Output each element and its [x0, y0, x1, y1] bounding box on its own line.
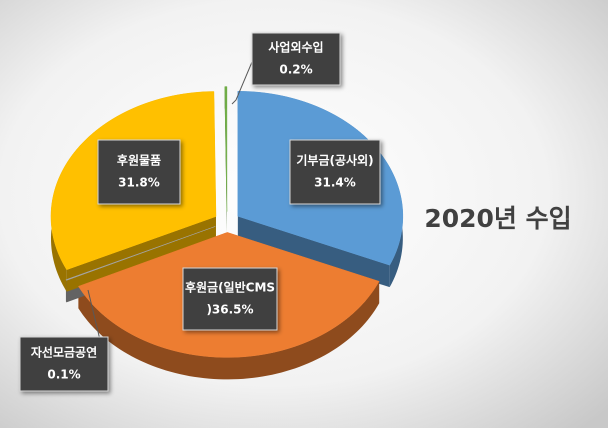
label-value: 31.4% — [314, 176, 356, 190]
slice — [224, 86, 228, 212]
label-value: 31.8% — [118, 176, 160, 190]
label-category: 후원금(일반CMS — [185, 280, 275, 295]
label-box — [19, 336, 109, 392]
label-category: 기부금(공사외) — [296, 153, 373, 168]
label-value: 0.1% — [47, 368, 80, 382]
chart-title: 2020년 수입 — [424, 204, 571, 233]
slice-wall — [66, 216, 216, 292]
label-box — [97, 139, 181, 205]
slice — [65, 226, 216, 281]
label-category: 자선모금공연 — [31, 345, 97, 360]
labels: 기부금(공사외) 31.4% 후원금(일반CMS )36.5% 자선모금공연 0.1% 후원… — [19, 32, 381, 392]
leader-line — [231, 61, 253, 105]
label-box — [182, 267, 278, 331]
label-value: 0.2% — [279, 63, 312, 77]
slice-wall — [237, 216, 390, 288]
label-box — [251, 32, 341, 86]
slice-side — [78, 281, 380, 380]
pie — [50, 86, 404, 380]
label-value: )36.5% — [206, 303, 253, 317]
label-box — [289, 139, 381, 205]
label-category: 사업외수입 — [268, 40, 323, 55]
label-category: 후원물품 — [117, 153, 161, 168]
